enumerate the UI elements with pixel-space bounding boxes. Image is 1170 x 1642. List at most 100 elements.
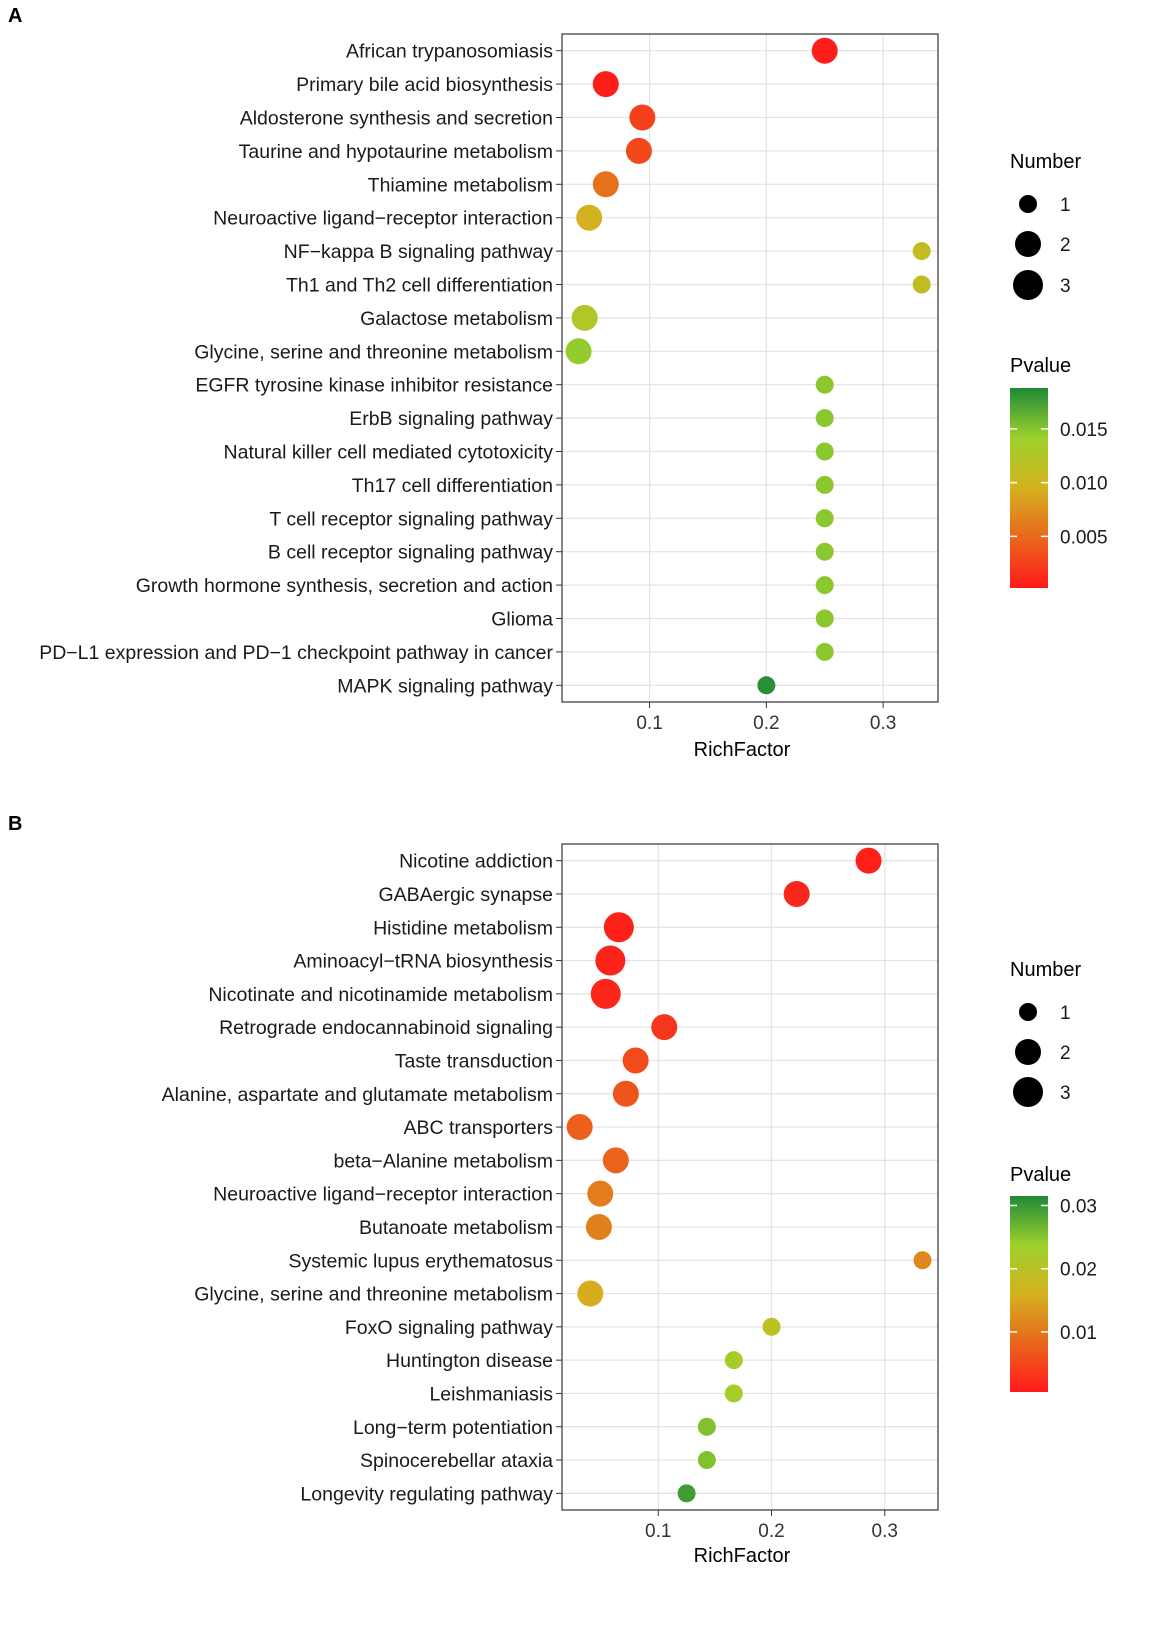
category-label: Growth hormone synthesis, secretion and … — [136, 575, 553, 597]
category-label: Aldosterone synthesis and secretion — [240, 108, 553, 130]
panel-b: B Nicotine addiction GABAergic synapse Hist… — [8, 813, 1097, 1567]
category-label: Long−term potentiation — [353, 1417, 553, 1439]
category-label: ABC transporters — [403, 1117, 553, 1139]
data-point — [592, 171, 619, 198]
size-legend-label: 3 — [1060, 276, 1071, 297]
category-label: EGFR tyrosine kinase inhibitor resistanc… — [195, 375, 553, 397]
category-label: ErbB signaling pathway — [349, 408, 553, 430]
x-tick-label: 0.1 — [645, 1521, 671, 1542]
data-point — [629, 104, 656, 131]
category-label: NF−kappa B signaling pathway — [284, 241, 554, 263]
size-legend-label: 2 — [1060, 1043, 1071, 1064]
data-point — [571, 304, 598, 331]
category-label: African trypanosomiasis — [346, 41, 553, 63]
data-point — [912, 242, 931, 261]
size-legend-dot — [1013, 270, 1043, 300]
category-label: Systemic lupus erythematosus — [289, 1250, 554, 1272]
data-point — [815, 475, 834, 494]
category-label: Natural killer cell mediated cytotoxicit… — [224, 442, 554, 464]
x-axis-title: RichFactor — [694, 739, 791, 761]
category-label: MAPK signaling pathway — [337, 675, 553, 697]
category-label: Butanoate metabolism — [359, 1217, 553, 1239]
data-point — [815, 642, 834, 661]
color-legend-label: 0.03 — [1060, 1196, 1097, 1217]
size-legend-label: 3 — [1060, 1083, 1071, 1104]
data-point — [565, 338, 592, 365]
data-point — [677, 1484, 696, 1503]
category-label: Primary bile acid biosynthesis — [296, 74, 553, 96]
data-point — [724, 1384, 743, 1403]
x-tick-label: 0.2 — [753, 713, 779, 734]
color-legend-label: 0.01 — [1060, 1323, 1097, 1344]
category-label: B cell receptor signaling pathway — [268, 542, 553, 564]
data-point — [815, 576, 834, 595]
data-point — [757, 676, 776, 695]
panel-label: A — [8, 5, 22, 27]
category-label: Nicotine addiction — [399, 851, 553, 873]
category-label: Th1 and Th2 cell differentiation — [286, 275, 553, 297]
data-point — [724, 1351, 743, 1370]
color-legend-bar — [1010, 388, 1048, 588]
data-point — [587, 1180, 614, 1207]
data-point — [577, 1280, 604, 1307]
data-point — [783, 880, 810, 907]
category-label: Glioma — [491, 609, 553, 631]
category-label: Spinocerebellar ataxia — [360, 1450, 553, 1472]
color-legend-label: 0.005 — [1060, 527, 1108, 548]
category-label: Neuroactive ligand−receptor interaction — [213, 208, 553, 230]
data-point — [590, 978, 621, 1009]
category-label: PD−L1 expression and PD−1 checkpoint pat… — [39, 642, 553, 664]
size-legend-dot — [1019, 195, 1037, 213]
category-label: Taurine and hypotaurine metabolism — [239, 141, 553, 163]
category-label: Neuroactive ligand−receptor interaction — [213, 1184, 553, 1206]
size-legend-label: 1 — [1060, 1003, 1071, 1024]
panel-label: B — [8, 813, 22, 835]
category-label: Nicotinate and nicotinamide metabolism — [208, 984, 553, 1006]
data-point — [815, 542, 834, 561]
category-label: Th17 cell differentiation — [352, 475, 553, 497]
data-point — [697, 1451, 716, 1470]
plot-background — [562, 844, 938, 1510]
color-legend-label: 0.010 — [1060, 474, 1108, 495]
plot-frame — [561, 843, 939, 1511]
data-point — [566, 1114, 593, 1141]
size-legend-title: Number — [1010, 151, 1081, 173]
data-point — [912, 275, 931, 294]
color-legend-title: Pvalue — [1010, 1164, 1071, 1186]
category-label: Leishmaniasis — [429, 1383, 553, 1405]
data-point — [625, 137, 652, 164]
data-point — [815, 375, 834, 394]
plot-background — [562, 34, 938, 702]
category-label: FoxO signaling pathway — [345, 1317, 553, 1339]
data-point — [603, 912, 634, 943]
size-legend-dot — [1015, 231, 1041, 257]
data-point — [697, 1417, 716, 1436]
size-legend-label: 2 — [1060, 235, 1071, 256]
data-point — [592, 71, 619, 98]
color-legend-bar — [1010, 1196, 1048, 1392]
size-legend-dot — [1015, 1039, 1041, 1065]
category-label: Histidine metabolism — [373, 917, 553, 939]
category-label: Aminoacyl−tRNA biosynthesis — [293, 951, 553, 973]
category-label: Taste transduction — [395, 1050, 553, 1072]
size-legend-dot — [1013, 1077, 1043, 1107]
category-label: Glycine, serine and threonine metabolism — [194, 341, 553, 363]
data-point — [595, 945, 626, 976]
category-label: Longevity regulating pathway — [300, 1483, 553, 1505]
color-legend-label: 0.02 — [1060, 1260, 1097, 1281]
category-label: T cell receptor signaling pathway — [269, 508, 553, 530]
size-legend-title: Number — [1010, 959, 1081, 981]
data-point — [815, 442, 834, 461]
data-point — [602, 1147, 629, 1174]
data-point — [622, 1047, 649, 1074]
data-point — [811, 37, 838, 64]
color-legend-title: Pvalue — [1010, 355, 1071, 377]
category-label: Huntington disease — [386, 1350, 553, 1372]
plot-frame — [561, 33, 939, 703]
category-label: GABAergic synapse — [378, 884, 553, 906]
x-axis-title: RichFactor — [694, 1545, 791, 1567]
category-label: Galactose metabolism — [360, 308, 553, 330]
category-label: Alanine, aspartate and glutamate metabol… — [162, 1084, 553, 1106]
data-point — [913, 1251, 932, 1270]
